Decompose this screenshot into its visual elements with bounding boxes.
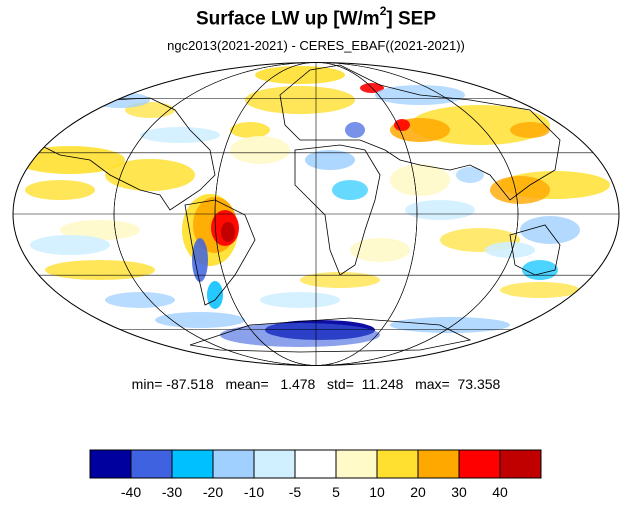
anomaly-patch xyxy=(405,200,475,220)
anomaly-patch xyxy=(490,176,550,204)
colorbar-swatch xyxy=(376,449,419,479)
colorbar-swatch xyxy=(335,449,378,479)
anomaly-patch xyxy=(255,66,345,84)
stats-line: min= -87.518 mean= 1.478 std= 11.248 max… xyxy=(131,376,501,392)
colorbar-tick-label: 10 xyxy=(369,484,385,500)
map-title: Surface LW up [W/m2] SEP xyxy=(196,4,436,30)
meridian-line xyxy=(214,62,418,366)
coastline xyxy=(279,64,561,201)
globe-outline xyxy=(12,62,620,366)
anomaly-patch xyxy=(510,122,550,138)
colorbar-swatch xyxy=(417,449,460,479)
colorbar-tick-label: -20 xyxy=(203,484,223,500)
coastline xyxy=(509,224,561,276)
anomaly-patch xyxy=(485,242,535,258)
anomaly-patch xyxy=(105,292,175,308)
anomaly-patch xyxy=(221,222,235,242)
anomaly-patch xyxy=(245,86,355,114)
map-subtitle: ngc2013(2021-2021) - CERES_EBAF((2021-20… xyxy=(167,38,465,53)
colorbar-tick-label: 30 xyxy=(451,484,467,500)
anomaly-patch xyxy=(390,317,510,333)
colorbar-tick-label: 5 xyxy=(332,484,340,500)
anomaly-patch xyxy=(390,164,450,196)
anomaly-patch xyxy=(350,238,410,262)
colorbar-tick-label: 40 xyxy=(492,484,508,500)
coastline xyxy=(294,144,381,276)
colorbar-swatch xyxy=(89,449,132,479)
anomaly-patch xyxy=(300,272,380,288)
anomaly-patch xyxy=(105,159,195,191)
colorbar-swatch xyxy=(294,449,337,479)
colorbar-swatch xyxy=(212,449,255,479)
anomaly-patch xyxy=(500,282,580,298)
anomaly-patch xyxy=(520,216,580,244)
anomaly-patch xyxy=(192,238,208,282)
anomaly-patch xyxy=(60,220,140,240)
colorbar-tick-label: -10 xyxy=(244,484,264,500)
anomaly-patch xyxy=(345,122,365,138)
anomaly-patch xyxy=(30,235,110,255)
meridian-line xyxy=(113,62,519,366)
anomaly-patch xyxy=(230,136,290,164)
anomaly-patch xyxy=(305,150,355,170)
colorbar-swatch xyxy=(253,449,296,479)
colorbar-swatch xyxy=(499,449,542,479)
anomaly-patch xyxy=(230,122,270,138)
anomaly-patch xyxy=(260,292,340,308)
anomaly-patch xyxy=(456,167,484,183)
colorbar-tick-label: -30 xyxy=(162,484,182,500)
colorbar-swatch xyxy=(458,449,501,479)
anomaly-patch xyxy=(394,119,410,131)
colorbar-tick-label: -40 xyxy=(121,484,141,500)
coastline xyxy=(184,199,256,306)
colorbar-swatch xyxy=(130,449,173,479)
anomaly-patch xyxy=(25,180,95,200)
colorbar-tick-label: -5 xyxy=(289,484,302,500)
anomaly-patch xyxy=(140,127,220,143)
anomaly-patch xyxy=(332,180,368,200)
colorbar-tick-label: 20 xyxy=(410,484,426,500)
colorbar-swatch xyxy=(171,449,214,479)
anomaly-patch xyxy=(220,323,380,347)
coastline xyxy=(189,317,472,353)
